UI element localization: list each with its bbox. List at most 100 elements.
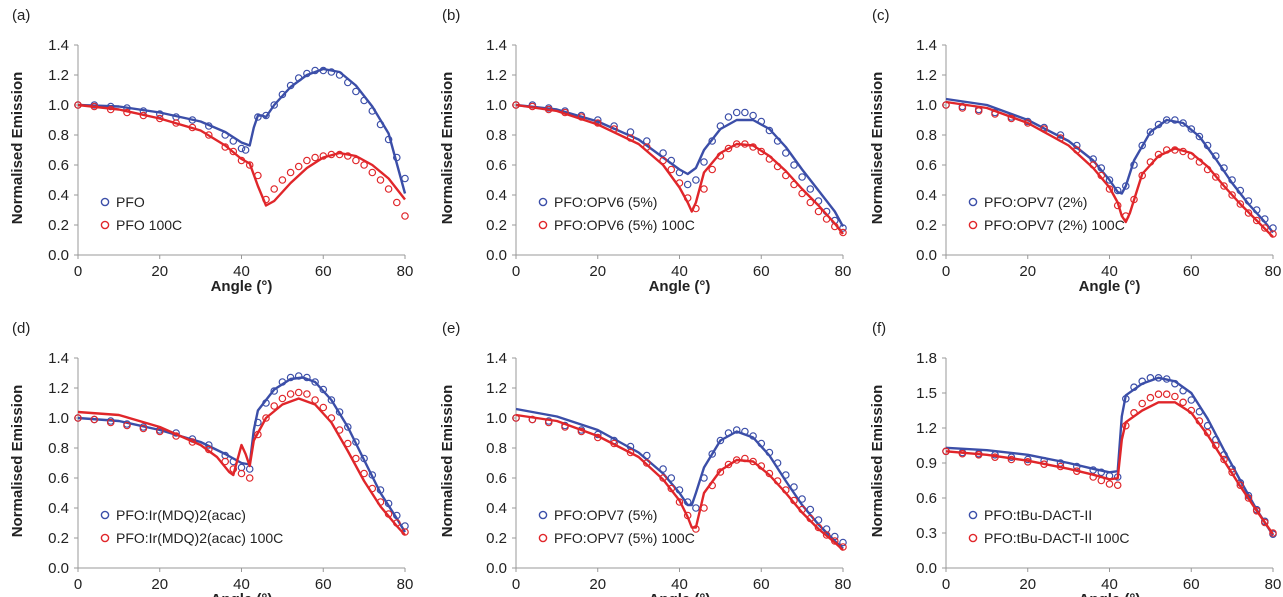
data-point bbox=[741, 427, 749, 436]
data-point bbox=[352, 87, 360, 96]
data-point bbox=[708, 137, 717, 145]
data-point bbox=[294, 162, 303, 171]
data-point bbox=[1220, 455, 1228, 464]
y-tick-label: 0.8 bbox=[486, 127, 507, 144]
data-point bbox=[741, 454, 749, 463]
data-point bbox=[188, 438, 197, 446]
data-point bbox=[270, 402, 279, 410]
legend-entry: PFO:OPV7 (2%) bbox=[984, 194, 1087, 210]
y-tick-label: 1.4 bbox=[486, 37, 507, 54]
y-tick-label: 1.2 bbox=[916, 67, 937, 84]
data-point bbox=[270, 101, 279, 109]
data-point bbox=[790, 161, 798, 169]
data-point bbox=[278, 378, 287, 386]
data-point bbox=[241, 146, 250, 154]
data-point bbox=[1171, 116, 1179, 124]
x-tick-label: 60 bbox=[753, 576, 770, 593]
data-point bbox=[106, 105, 115, 114]
data-point bbox=[139, 424, 148, 433]
chart-panel: (e) 0.0 0.2 0.4 0.6 0.8 1.0 1.2 1.4 0 20 40 60 80 Angl… bbox=[439, 320, 851, 597]
data-point bbox=[139, 111, 148, 120]
x-tick-label: 40 bbox=[233, 263, 250, 280]
y-tick-label: 0.6 bbox=[48, 470, 69, 487]
data-point bbox=[781, 171, 790, 180]
data-point bbox=[765, 469, 774, 478]
legend-marker bbox=[100, 220, 110, 230]
data-point bbox=[245, 161, 254, 169]
data-point bbox=[1261, 224, 1269, 232]
data-point bbox=[724, 460, 733, 469]
data-point bbox=[1154, 120, 1163, 129]
data-point bbox=[237, 144, 246, 153]
data-point bbox=[1162, 375, 1171, 383]
data-point bbox=[1236, 186, 1245, 195]
data-point bbox=[401, 212, 409, 220]
data-point bbox=[1105, 176, 1114, 184]
x-axis-title: Angle (°) bbox=[1079, 591, 1141, 597]
data-point bbox=[335, 408, 344, 416]
data-point bbox=[384, 499, 393, 508]
data-point bbox=[528, 102, 537, 111]
data-point bbox=[1212, 152, 1220, 160]
data-point bbox=[773, 137, 782, 145]
data-point bbox=[1138, 399, 1147, 408]
y-tick-label: 0.2 bbox=[48, 530, 69, 547]
data-point bbox=[1179, 119, 1187, 127]
x-tick-label: 40 bbox=[233, 576, 250, 593]
data-point bbox=[1171, 392, 1179, 401]
data-point bbox=[1171, 146, 1179, 154]
data-point bbox=[311, 66, 319, 75]
legend-entry: PFO:Ir(MDQ)2(acac) bbox=[116, 507, 246, 523]
x-tick-label: 0 bbox=[942, 263, 950, 280]
data-point bbox=[610, 122, 618, 130]
data-point bbox=[814, 207, 823, 216]
data-point bbox=[286, 168, 295, 177]
y-tick-label: 0.8 bbox=[48, 127, 69, 144]
legend-entry: PFO:OPV7 (2%) 100C bbox=[984, 217, 1125, 233]
data-point bbox=[765, 126, 774, 135]
y-tick-label: 0.2 bbox=[486, 530, 507, 547]
data-point bbox=[991, 453, 999, 462]
data-point bbox=[1146, 158, 1155, 166]
y-tick-label: 0.0 bbox=[48, 560, 69, 577]
data-point bbox=[692, 176, 700, 184]
data-point bbox=[262, 195, 270, 204]
data-point bbox=[798, 495, 806, 503]
data-point bbox=[1089, 473, 1098, 481]
x-tick-label: 20 bbox=[589, 263, 606, 280]
y-tick-label: 0.2 bbox=[916, 217, 937, 234]
data-point bbox=[561, 108, 569, 117]
data-point bbox=[757, 439, 766, 448]
data-point bbox=[1040, 460, 1048, 469]
x-tick-label: 60 bbox=[315, 576, 332, 593]
legend-entry: PFO:OPV7 (5%) bbox=[554, 507, 657, 523]
data-point bbox=[392, 519, 401, 527]
data-point bbox=[675, 486, 684, 494]
data-point bbox=[286, 373, 295, 382]
panel-label: (b) bbox=[442, 7, 460, 24]
data-point bbox=[392, 511, 401, 520]
y-tick-label: 0.8 bbox=[916, 127, 937, 144]
y-axis-title: Normalised Emission bbox=[439, 72, 456, 225]
legend-marker bbox=[100, 510, 110, 520]
panel-label: (f) bbox=[872, 320, 886, 337]
legend-entry: PFO:tBu-DACT-II bbox=[984, 507, 1092, 523]
x-tick-label: 40 bbox=[671, 576, 688, 593]
y-tick-label: 0.0 bbox=[48, 247, 69, 264]
data-point bbox=[237, 469, 246, 478]
data-point bbox=[1269, 230, 1277, 238]
data-point bbox=[1097, 164, 1106, 172]
data-point bbox=[1146, 373, 1155, 382]
data-point bbox=[716, 122, 725, 130]
x-tick-label: 80 bbox=[835, 576, 852, 593]
data-point bbox=[343, 152, 352, 160]
data-point bbox=[1122, 421, 1130, 430]
data-point bbox=[1179, 147, 1187, 156]
legend-marker bbox=[968, 533, 978, 543]
x-axis-title: Angle (°) bbox=[211, 278, 273, 295]
x-tick-label: 80 bbox=[397, 576, 414, 593]
data-point bbox=[229, 147, 238, 156]
data-point bbox=[384, 185, 393, 193]
data-point bbox=[593, 116, 602, 124]
y-tick-label: 1.0 bbox=[916, 97, 937, 114]
